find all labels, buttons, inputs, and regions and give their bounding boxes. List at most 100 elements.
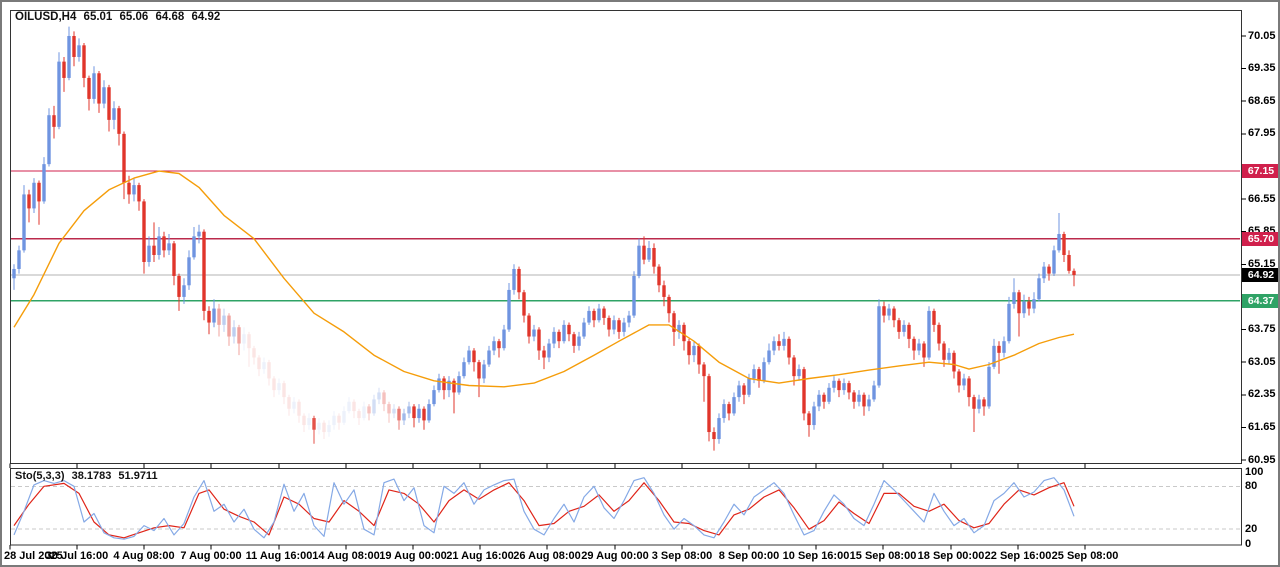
stochastic-signal-line bbox=[13, 482, 1075, 539]
candle bbox=[542, 345, 546, 370]
candle bbox=[462, 357, 466, 379]
candle bbox=[502, 324, 506, 351]
candle bbox=[967, 376, 971, 407]
candle bbox=[857, 390, 861, 407]
candle bbox=[682, 322, 686, 351]
candle bbox=[752, 364, 756, 384]
candle bbox=[297, 399, 301, 423]
candle bbox=[1037, 273, 1041, 302]
candle bbox=[287, 394, 291, 416]
candle bbox=[982, 397, 986, 416]
candle bbox=[527, 313, 531, 344]
price-axis-label: 63.05 bbox=[1248, 355, 1276, 368]
candle bbox=[237, 324, 241, 356]
candle bbox=[282, 380, 286, 405]
candle bbox=[877, 299, 881, 388]
candle bbox=[172, 241, 176, 286]
candle bbox=[842, 378, 846, 395]
candle bbox=[847, 380, 851, 400]
candle bbox=[1042, 261, 1046, 283]
time-axis-label: 18 Sep 00:00 bbox=[917, 550, 985, 562]
candle bbox=[357, 408, 361, 426]
candle bbox=[232, 320, 236, 344]
candle bbox=[1062, 231, 1066, 262]
candle bbox=[417, 404, 421, 423]
price-axis-label: 69.35 bbox=[1248, 62, 1276, 75]
candle bbox=[302, 413, 306, 433]
candle bbox=[1002, 336, 1006, 358]
candle bbox=[772, 336, 776, 356]
candle bbox=[142, 199, 146, 274]
candle bbox=[317, 418, 321, 435]
candle bbox=[82, 42, 86, 88]
candle bbox=[27, 189, 31, 223]
candle bbox=[862, 392, 866, 416]
candle bbox=[812, 401, 816, 430]
candle bbox=[627, 310, 631, 328]
candle bbox=[762, 357, 766, 384]
candle bbox=[882, 301, 886, 323]
candle bbox=[252, 345, 256, 365]
candle bbox=[652, 243, 656, 274]
candle bbox=[827, 383, 831, 405]
price-axis-label: 67.95 bbox=[1248, 127, 1276, 140]
candle bbox=[1017, 289, 1021, 337]
candle bbox=[412, 404, 416, 428]
candle bbox=[307, 413, 311, 430]
candle bbox=[47, 108, 51, 167]
candle bbox=[712, 427, 716, 451]
price-axis-label: 62.35 bbox=[1248, 388, 1276, 401]
candle bbox=[187, 250, 191, 290]
candle bbox=[867, 394, 871, 412]
stochastic-axis-label: 100 bbox=[1245, 466, 1264, 478]
candle bbox=[442, 376, 446, 400]
candle bbox=[387, 401, 391, 423]
candle bbox=[177, 273, 181, 311]
candle bbox=[832, 376, 836, 393]
candle bbox=[577, 331, 581, 351]
price-badge-64.37: 64.37 bbox=[1242, 293, 1278, 308]
price-axis-label: 65.15 bbox=[1248, 257, 1276, 270]
candle bbox=[657, 264, 661, 293]
candle bbox=[592, 308, 596, 328]
candle bbox=[1057, 213, 1061, 253]
price-axis-label: 63.75 bbox=[1248, 323, 1276, 336]
candle bbox=[937, 322, 941, 351]
candle bbox=[677, 320, 681, 339]
candle bbox=[467, 345, 471, 365]
candle bbox=[602, 306, 606, 325]
candle bbox=[492, 336, 496, 356]
candle bbox=[597, 303, 601, 323]
candle bbox=[212, 299, 216, 328]
candle bbox=[192, 227, 196, 260]
candle bbox=[42, 157, 46, 204]
candle bbox=[17, 245, 21, 274]
price-axis-label: 68.65 bbox=[1248, 94, 1276, 107]
candle bbox=[702, 362, 706, 402]
candle bbox=[437, 373, 441, 393]
price-axis-label: 66.55 bbox=[1248, 192, 1276, 205]
candle bbox=[102, 80, 106, 109]
candle bbox=[367, 404, 371, 421]
candle bbox=[972, 394, 976, 433]
candle bbox=[52, 105, 56, 139]
candle bbox=[992, 338, 996, 370]
candle bbox=[887, 303, 891, 321]
candle bbox=[667, 294, 671, 323]
candle bbox=[962, 373, 966, 391]
candle bbox=[687, 338, 691, 365]
candle bbox=[12, 264, 16, 290]
price-badge-67.15: 67.15 bbox=[1242, 164, 1278, 179]
time-axis-label: 29 Aug 00:00 bbox=[581, 550, 649, 562]
time-axis-label: 30 Jul 16:00 bbox=[45, 550, 109, 562]
candle bbox=[262, 357, 266, 374]
candle bbox=[72, 31, 76, 67]
candle bbox=[897, 317, 901, 339]
stochastic-k-value: 38.1783 bbox=[71, 470, 112, 482]
candle bbox=[472, 348, 476, 372]
candle bbox=[1067, 250, 1071, 274]
candle bbox=[692, 341, 696, 363]
candle bbox=[87, 75, 91, 111]
